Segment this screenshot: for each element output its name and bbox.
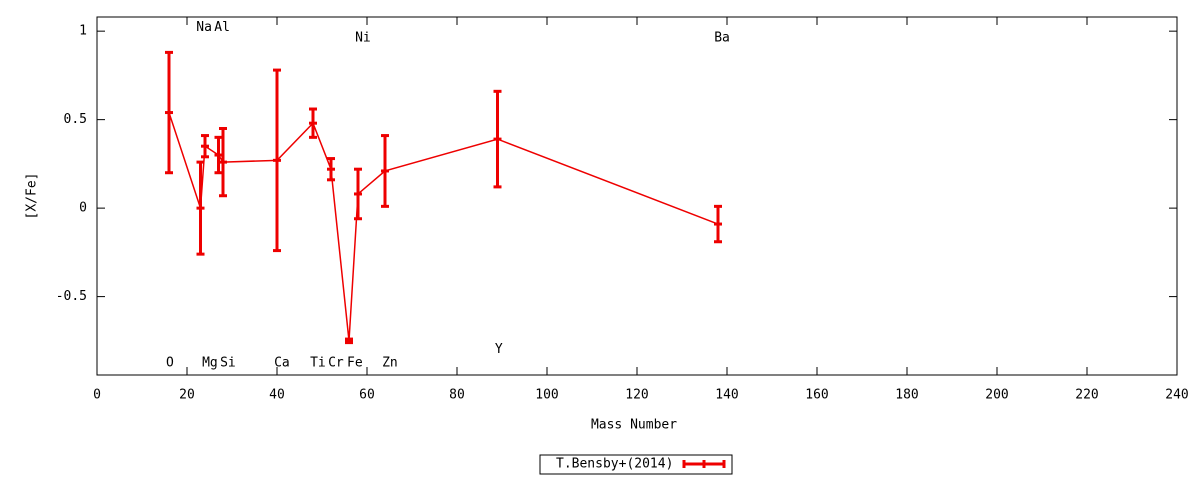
legend-label: T.Bensby+(2014) xyxy=(556,457,673,472)
element-label: Fe xyxy=(347,356,363,371)
error-bar xyxy=(201,134,209,159)
element-label: O xyxy=(166,356,174,371)
legend-box xyxy=(539,454,733,475)
x-axis-label: Mass Number xyxy=(591,418,677,433)
element-label: Ni xyxy=(355,31,371,46)
error-bar xyxy=(345,337,353,345)
element-label: Ca xyxy=(274,356,290,371)
error-bar xyxy=(714,204,722,244)
y-tick-label: 0.5 xyxy=(64,112,87,127)
error-bar xyxy=(381,134,389,208)
element-label: Si xyxy=(220,356,236,371)
x-tick-label: 60 xyxy=(359,388,375,403)
error-bar xyxy=(196,160,205,256)
y-tick-label: -0.5 xyxy=(56,289,87,304)
x-tick-label: 180 xyxy=(895,388,918,403)
element-label: Ti xyxy=(310,356,326,371)
error-bar xyxy=(273,68,281,253)
element-label: Ba xyxy=(714,31,730,46)
element-label: Zn xyxy=(382,356,398,371)
error-bar xyxy=(219,126,227,198)
error-bar xyxy=(165,50,173,175)
element-label: Cr xyxy=(328,356,344,371)
error-bar xyxy=(354,167,362,221)
data-line xyxy=(168,112,719,341)
x-tick-label: 120 xyxy=(625,388,648,403)
x-tick-label: 220 xyxy=(1075,388,1098,403)
element-label: Al xyxy=(214,20,230,35)
x-tick-label: 200 xyxy=(985,388,1008,403)
error-bar xyxy=(493,89,502,189)
error-bar xyxy=(327,157,335,182)
y-tick-label: 0 xyxy=(79,201,87,216)
x-tick-label: 0 xyxy=(93,388,101,403)
x-tick-label: 40 xyxy=(269,388,285,403)
element-label: Y xyxy=(495,342,503,357)
x-tick-label: 240 xyxy=(1165,388,1188,403)
error-bar xyxy=(214,135,223,175)
plot-frame xyxy=(96,16,1178,376)
x-tick-label: 20 xyxy=(179,388,195,403)
x-tick-label: 160 xyxy=(805,388,828,403)
element-label: Na xyxy=(196,20,212,35)
x-tick-label: 100 xyxy=(535,388,558,403)
element-label: Mg xyxy=(202,356,218,371)
x-tick-label: 80 xyxy=(449,388,465,403)
x-tick-label: 140 xyxy=(715,388,738,403)
y-axis-label: [X/Fe] xyxy=(25,173,40,220)
y-tick-label: 1 xyxy=(79,24,87,39)
error-bar xyxy=(309,107,317,139)
